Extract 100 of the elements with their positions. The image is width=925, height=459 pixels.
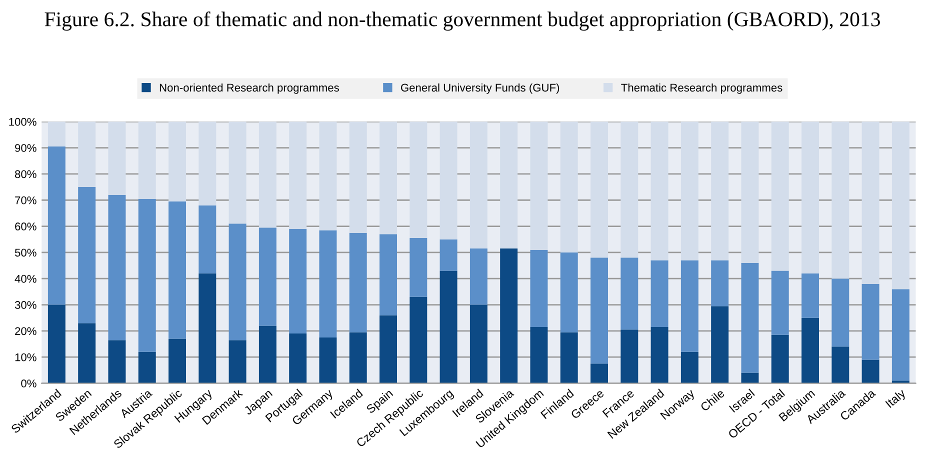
bar <box>832 346 850 384</box>
bar <box>410 122 428 238</box>
bar <box>802 273 819 318</box>
bar <box>862 360 880 384</box>
bar <box>48 304 66 384</box>
bar <box>319 230 337 338</box>
bar <box>410 296 428 384</box>
bar <box>711 122 729 260</box>
bar <box>258 228 276 326</box>
bar <box>168 201 186 339</box>
bar <box>258 122 276 228</box>
bar <box>832 278 850 347</box>
legend-label: General University Funds (GUF) <box>401 83 560 94</box>
bar <box>258 326 276 384</box>
bar <box>771 122 789 271</box>
bar <box>228 340 246 384</box>
bar <box>349 122 367 233</box>
bar <box>470 122 488 249</box>
bar <box>168 122 186 202</box>
bar <box>198 205 216 274</box>
bar <box>892 289 910 381</box>
y-tick-label: 50% <box>14 248 36 257</box>
bar <box>289 228 307 334</box>
bar <box>560 122 578 252</box>
bar <box>138 122 156 199</box>
bar <box>530 327 548 384</box>
bar <box>680 122 698 260</box>
y-tick-label: 40% <box>14 274 36 283</box>
bar <box>802 318 819 384</box>
bar <box>349 332 367 384</box>
bar <box>650 327 668 384</box>
bar <box>530 250 548 328</box>
bar <box>138 198 156 352</box>
y-tick-label: 30% <box>14 301 36 309</box>
bar <box>771 334 789 384</box>
y-tick-label: 10% <box>15 353 36 362</box>
bar <box>470 304 488 384</box>
bar <box>48 146 66 305</box>
bar <box>289 334 307 384</box>
bar <box>650 260 668 328</box>
x-tick-label: Italy <box>884 388 908 410</box>
bar <box>380 122 397 234</box>
bar <box>590 258 608 364</box>
bar <box>78 122 96 188</box>
bar <box>741 122 759 263</box>
bar <box>440 239 458 271</box>
bar <box>590 122 608 258</box>
bar <box>48 122 66 146</box>
y-tick-label: 60% <box>15 222 36 230</box>
bar <box>289 122 307 229</box>
bar <box>741 372 759 384</box>
y-tick-label: 100% <box>9 118 36 126</box>
bar <box>78 187 96 324</box>
y-tick-label: 80% <box>15 170 36 178</box>
y-tick-label: 70% <box>15 196 36 204</box>
chart-title: Figure 6.2. Share of thematic and non-thematic government budget appropriation (GBAORD), 2013 <box>44 11 880 31</box>
bar <box>228 122 246 224</box>
bar <box>650 122 668 260</box>
bar <box>380 234 397 316</box>
bar <box>560 252 578 332</box>
bar <box>380 315 397 384</box>
bar <box>470 248 488 305</box>
y-tick-label: 0% <box>21 380 36 388</box>
bar <box>500 248 518 384</box>
bar <box>711 260 729 306</box>
bar <box>620 122 638 258</box>
bar <box>319 122 337 230</box>
bar <box>590 364 608 384</box>
bar <box>319 337 337 384</box>
bar <box>78 323 96 384</box>
bar <box>892 122 910 290</box>
bar <box>802 122 819 274</box>
bar <box>108 340 126 384</box>
bar <box>741 262 759 373</box>
bar <box>862 284 880 360</box>
bar <box>138 352 156 384</box>
bar <box>500 122 518 249</box>
bar <box>168 338 186 384</box>
bar <box>198 273 216 384</box>
bar <box>440 122 458 240</box>
legend-label: Thematic Research programmes <box>621 83 782 94</box>
bar <box>620 258 638 330</box>
legend-label: Non-oriented Research programmes <box>160 83 339 94</box>
bar <box>530 122 548 250</box>
y-tick-label: 90% <box>15 144 36 152</box>
bar <box>771 270 789 335</box>
bar <box>108 194 126 340</box>
y-tick-label: 20% <box>15 327 36 336</box>
bar <box>410 238 428 297</box>
bar <box>349 232 367 332</box>
bar <box>862 122 880 284</box>
bar <box>228 224 246 340</box>
bar <box>198 122 216 206</box>
bar <box>560 332 578 384</box>
bar <box>108 122 126 195</box>
x-tick-label: Chile <box>700 388 725 412</box>
bar <box>440 270 458 384</box>
bar <box>680 352 698 384</box>
bar <box>620 330 638 384</box>
bar <box>832 122 850 279</box>
